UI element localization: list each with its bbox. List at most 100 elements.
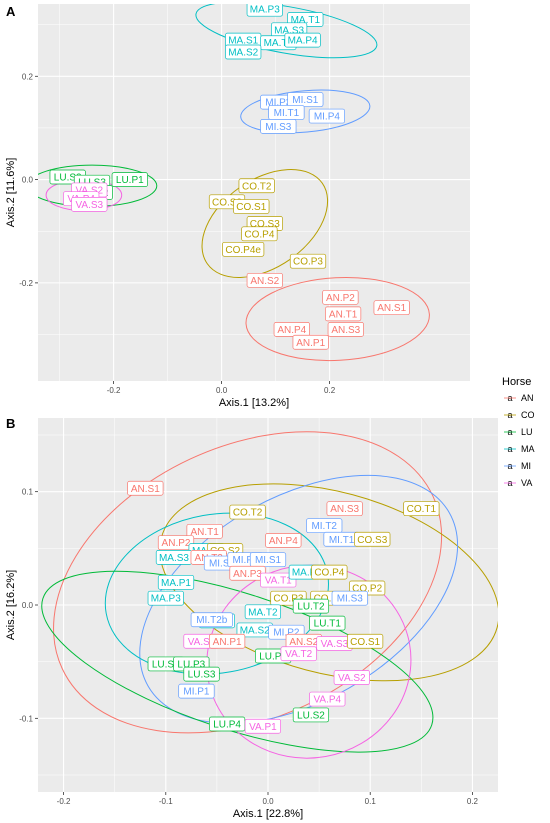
point-label: VA.S3 xyxy=(316,636,353,651)
label-text: AN.T1 xyxy=(190,527,219,538)
label-text: MI.S3 xyxy=(265,122,292,133)
label-box xyxy=(178,683,215,699)
label-box xyxy=(233,199,270,214)
label-text: MA.T2 xyxy=(248,607,278,618)
y-tick-label: 0.0 xyxy=(22,176,34,185)
label-text: AN.S3 xyxy=(331,325,360,336)
x-tick-label: 0.2 xyxy=(324,386,336,395)
point-label: MI.S3 xyxy=(331,590,368,606)
label-text: MA.P4 xyxy=(288,36,318,47)
point-label: MA.T2 xyxy=(244,604,281,620)
label-box xyxy=(331,590,368,606)
label-box xyxy=(260,119,297,134)
label-box xyxy=(229,504,266,520)
point-label: VA.S3 xyxy=(71,197,108,212)
point-label: MI.T2b xyxy=(190,612,233,628)
label-box xyxy=(225,44,262,60)
label-box xyxy=(71,197,108,212)
point-label: MA.P3 xyxy=(246,4,283,17)
label-text: AN.P1 xyxy=(213,637,242,648)
label-box xyxy=(111,172,148,187)
legend-label: VA xyxy=(521,478,532,488)
label-box xyxy=(246,4,283,17)
point-label: CO.P4e xyxy=(222,241,265,257)
point-label: VA.P1 xyxy=(244,718,281,734)
label-text: CO.P2 xyxy=(352,584,382,595)
legend-label: MI xyxy=(521,461,531,471)
label-text: CO.T2 xyxy=(242,181,272,192)
label-text: CO.S3 xyxy=(357,535,387,546)
point-label: AN.S2 xyxy=(285,633,322,649)
label-box xyxy=(311,564,348,580)
ellipse-MA xyxy=(195,4,378,59)
label-text: AN.P4 xyxy=(277,325,306,336)
label-box xyxy=(183,666,220,682)
label-text: VA.S2 xyxy=(75,185,103,196)
label-text: CO.S1 xyxy=(350,637,380,648)
label-box xyxy=(222,241,265,257)
label-text: AN.S2 xyxy=(250,276,279,287)
x-axis-title: Axis.1 [22.8%] xyxy=(233,808,303,820)
point-label: AN.S3 xyxy=(326,501,363,517)
label-box xyxy=(147,590,184,606)
label-text: LU.S1 xyxy=(152,659,180,670)
point-label: CO.S1 xyxy=(347,633,384,649)
label-box xyxy=(284,32,321,48)
label-box xyxy=(280,646,317,662)
label-text: MI.T1 xyxy=(329,535,355,546)
label-box xyxy=(325,306,362,322)
label-box xyxy=(209,633,246,649)
panel-letter: A xyxy=(6,4,16,19)
label-text: LU.P1 xyxy=(116,175,144,186)
point-label: MA.P1 xyxy=(157,574,195,590)
label-text: LU.P3 xyxy=(177,659,205,670)
label-text: AN.P2 xyxy=(162,538,191,549)
label-text: CO.P3 xyxy=(293,257,323,268)
label-box xyxy=(327,322,364,337)
label-text: VA.S2 xyxy=(338,673,366,684)
y-tick-label: 0.1 xyxy=(22,488,34,497)
y-axis-title: Axis.2 [16.2%] xyxy=(5,570,17,640)
label-box xyxy=(244,718,281,734)
point-label: AN.P3 xyxy=(229,565,266,581)
label-box xyxy=(249,552,287,568)
label-text: VA.S3 xyxy=(75,200,103,211)
point-label: VA.S2 xyxy=(333,670,370,685)
point-label: CO.T1 xyxy=(403,501,440,517)
point-label: VA.P4 xyxy=(309,691,346,707)
label-text: MA.P4 xyxy=(292,568,322,579)
label-text: MA.P3 xyxy=(250,5,280,16)
label-text: VA.S1 xyxy=(188,637,216,648)
point-label: LU.T1 xyxy=(309,615,346,631)
point-label: CO.T2 xyxy=(229,504,266,520)
legend: Horse a AN a CO a LU a MA a MI a VA xyxy=(502,376,535,490)
label-box xyxy=(241,226,278,242)
label-text: AN.S3 xyxy=(330,504,359,515)
label-box xyxy=(265,533,302,548)
point-label: LU.P4 xyxy=(209,716,246,732)
point-label: CO.P4 xyxy=(311,564,348,580)
label-text: AN.P1 xyxy=(296,338,325,349)
y-tick-label: -0.1 xyxy=(19,714,33,723)
label-text: CO.P4 xyxy=(244,229,274,240)
label-box xyxy=(322,289,359,305)
point-label: MI.S1 xyxy=(249,552,287,568)
point-label: LU.S2 xyxy=(292,707,330,723)
point-label: AN.P4 xyxy=(273,322,310,337)
point-label: LU.T2 xyxy=(292,598,330,614)
label-box xyxy=(246,272,283,288)
label-text: LU.S2 xyxy=(54,173,82,184)
label-text: LU.P4 xyxy=(213,720,241,731)
legend-label: AN xyxy=(521,393,534,403)
label-box xyxy=(186,523,223,539)
label-box xyxy=(127,480,164,496)
label-text: AN.T1 xyxy=(329,309,358,320)
label-text: VA.S3 xyxy=(321,639,349,650)
point-label: MA.P3 xyxy=(147,590,184,606)
label-text: MI.S2 xyxy=(209,559,236,570)
label-text: MI.P3 xyxy=(265,98,292,109)
label-box xyxy=(292,334,329,350)
label-text: MA.S1 xyxy=(228,36,258,47)
point-label: MI.T2 xyxy=(306,518,343,534)
